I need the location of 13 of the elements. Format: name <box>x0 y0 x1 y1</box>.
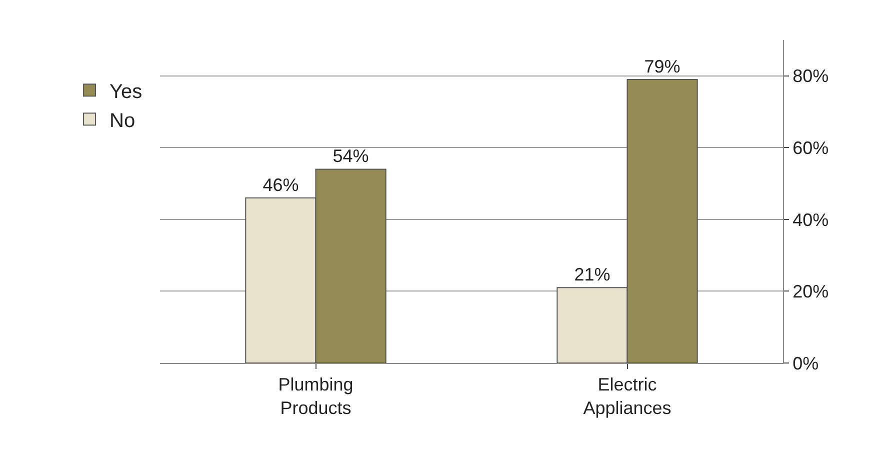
x-tick-label: Plumbing Products <box>278 374 354 418</box>
data-label: 79% <box>644 56 680 76</box>
data-label: 21% <box>574 264 610 285</box>
data-label: 54% <box>332 146 369 166</box>
x-tick-label: Electric Appliances <box>583 374 672 418</box>
y-tick-label: 40% <box>792 210 829 230</box>
y-tick-label: 80% <box>792 66 829 86</box>
data-label: 46% <box>262 174 299 195</box>
y-tick-label: 0% <box>792 353 819 374</box>
legend-label: Yes <box>110 80 142 103</box>
y-tick-label: 20% <box>792 282 829 302</box>
y-tick-label: 60% <box>792 138 829 158</box>
legend-label: No <box>110 110 136 132</box>
